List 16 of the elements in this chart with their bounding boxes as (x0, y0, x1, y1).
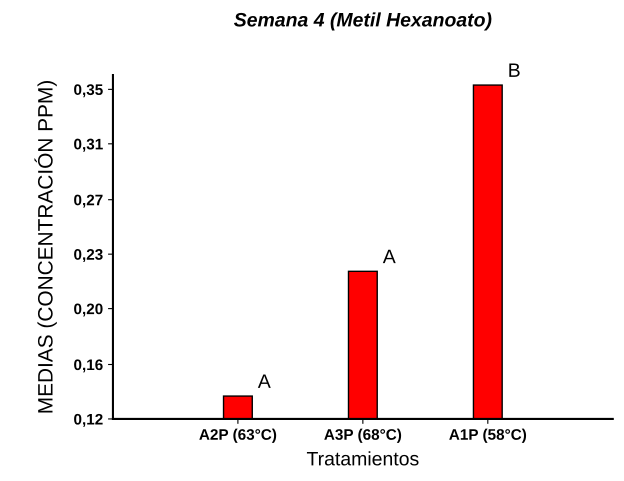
chart-title: Semana 4 (Metil Hexanoato) (234, 12, 492, 30)
x-axis-title: Tratamientos (306, 451, 419, 466)
y-tick-label: 0,12 (74, 414, 103, 427)
x-tick-label: A3P (68°C) (324, 428, 402, 443)
y-tick-label: 0,35 (74, 84, 103, 98)
y-tick-label: 0,31 (74, 138, 103, 152)
y-axis-title: MEDIAS (CONCENTRACIÓN PPM) (34, 81, 57, 413)
y-tick-label: 0,20 (74, 303, 103, 317)
y-tick-label: 0,27 (74, 194, 103, 208)
x-tick-label: A1P (58°C) (449, 428, 526, 443)
x-tick-label: A2P (63°C) (199, 428, 276, 443)
y-tick-label: 0,23 (74, 249, 103, 262)
annotation: B (509, 63, 520, 77)
annotation: A (382, 250, 396, 264)
annotation: A (258, 374, 271, 388)
y-tick-label: 0,16 (74, 359, 103, 372)
